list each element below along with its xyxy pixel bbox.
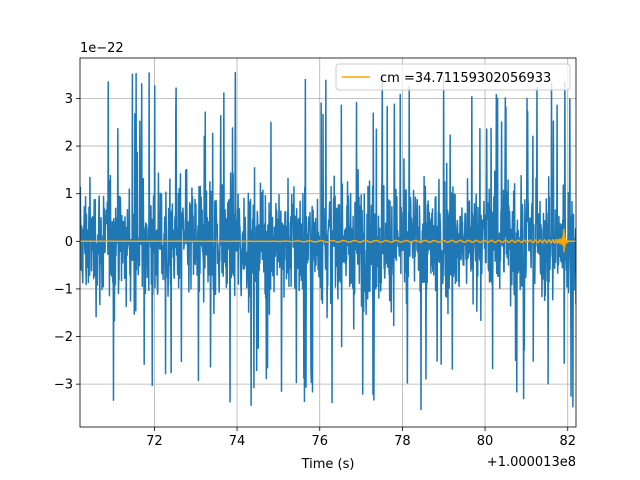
x-tick-label: 80 bbox=[477, 434, 494, 449]
x-tick-label: 78 bbox=[394, 434, 411, 449]
y-tick-label: 0 bbox=[65, 235, 73, 250]
series-layer bbox=[80, 71, 576, 411]
plot-area bbox=[80, 71, 576, 411]
x-tick-label: 74 bbox=[229, 434, 246, 449]
y-tick-label: −1 bbox=[54, 282, 73, 297]
y-tick-label: 2 bbox=[65, 140, 73, 155]
legend-box bbox=[335, 63, 571, 91]
x-axis-label: Time (s) bbox=[301, 457, 355, 472]
series-strain-line bbox=[80, 71, 576, 411]
y-tick-label: −3 bbox=[54, 378, 73, 393]
y-tick-label: −2 bbox=[54, 330, 73, 345]
legend: cm =34.71159302056933 bbox=[335, 63, 571, 91]
legend-label-chirp: cm =34.71159302056933 bbox=[380, 71, 551, 86]
axes-frame bbox=[79, 57, 577, 428]
x-tick-label: 72 bbox=[146, 434, 163, 449]
series-chirp-line bbox=[80, 228, 576, 253]
x-tick-label: 82 bbox=[559, 434, 576, 449]
y-scale-label: 1e−22 bbox=[80, 41, 124, 56]
y-axis: −3 −2 −1 0 1 2 3 bbox=[54, 92, 80, 393]
x-tick-label: 76 bbox=[311, 434, 328, 449]
x-axis: 72 74 76 78 80 82 bbox=[146, 427, 576, 449]
y-tick-label: 3 bbox=[65, 92, 73, 107]
x-offset-label: +1.000013e8 bbox=[487, 455, 576, 470]
y-tick-label: 1 bbox=[65, 187, 73, 202]
